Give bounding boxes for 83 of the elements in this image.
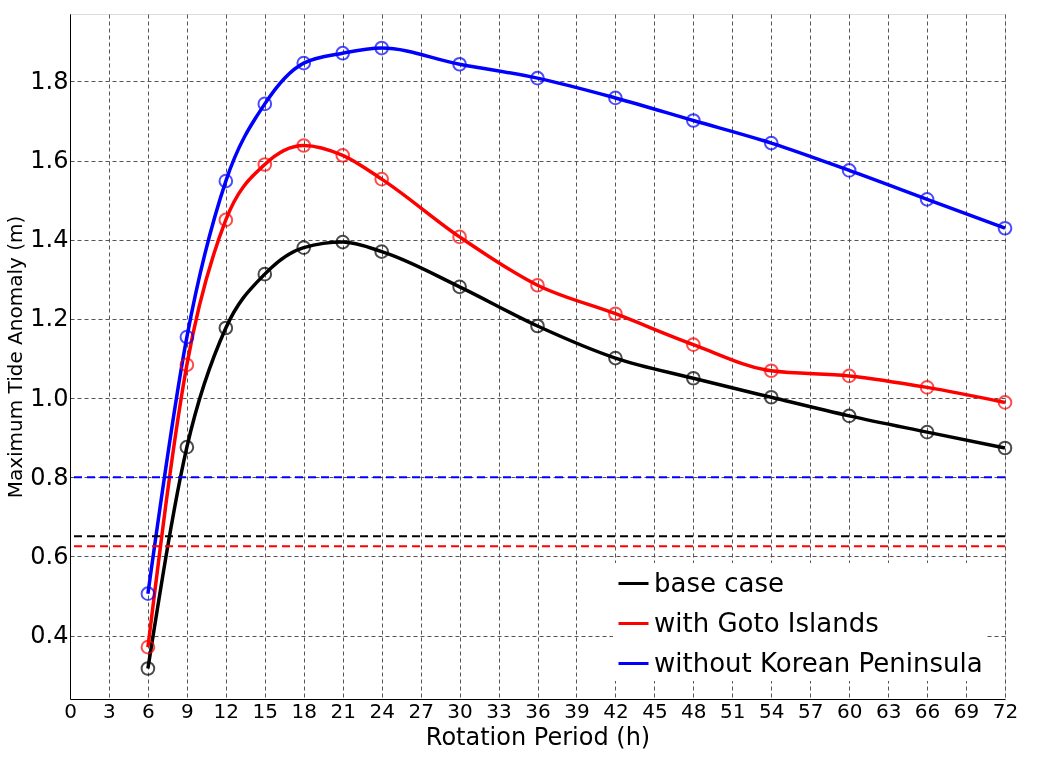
x-tick-label: 15 bbox=[252, 698, 279, 723]
point bbox=[335, 234, 351, 250]
point bbox=[997, 220, 1013, 236]
point bbox=[179, 439, 195, 455]
legend-label: with Goto Islands bbox=[654, 607, 879, 638]
y-tick-label: 1.6 bbox=[30, 146, 69, 174]
point bbox=[296, 55, 312, 71]
x-tick-label: 72 bbox=[992, 698, 1019, 723]
point bbox=[530, 277, 545, 293]
x-tick-label: 66 bbox=[914, 698, 941, 723]
point bbox=[763, 363, 779, 379]
y-tick-label: 1.8 bbox=[30, 66, 69, 95]
point bbox=[686, 337, 701, 352]
point bbox=[608, 306, 623, 322]
point bbox=[841, 163, 857, 178]
x-axis-title: Rotation Period (h) bbox=[425, 722, 651, 751]
point bbox=[763, 135, 779, 151]
point bbox=[179, 357, 195, 373]
point bbox=[452, 229, 467, 245]
point bbox=[257, 96, 273, 112]
y-tick-label: 0.4 bbox=[30, 621, 69, 650]
point bbox=[530, 70, 545, 86]
x-tick-label: 39 bbox=[564, 698, 590, 723]
x-tick-label: 3 bbox=[103, 698, 116, 723]
x-tick-label: 6 bbox=[142, 698, 155, 723]
x-tick-label: 60 bbox=[836, 698, 863, 723]
point bbox=[452, 279, 467, 295]
x-tick-label: 42 bbox=[603, 698, 629, 723]
y-tick-label: 0.8 bbox=[30, 462, 69, 491]
x-tick-label: 36 bbox=[525, 698, 551, 723]
point bbox=[257, 157, 273, 172]
x-tick-label: 9 bbox=[181, 698, 194, 723]
x-tick-label: 51 bbox=[720, 698, 746, 723]
y-tick-label: 1.2 bbox=[30, 304, 69, 333]
point bbox=[997, 440, 1013, 456]
point bbox=[608, 350, 623, 366]
point bbox=[179, 329, 195, 345]
point bbox=[608, 90, 623, 106]
y-tick-label: 1.0 bbox=[30, 383, 69, 412]
point bbox=[686, 113, 701, 128]
x-tick-label: 33 bbox=[486, 698, 512, 723]
legend-label: without Korean Peninsula bbox=[654, 647, 983, 678]
point bbox=[919, 191, 935, 207]
x-tick-label: 21 bbox=[330, 698, 356, 723]
point bbox=[841, 408, 857, 424]
point bbox=[374, 244, 389, 259]
y-axis-title: Maximum Tide Anomaly (m) bbox=[3, 215, 28, 499]
point bbox=[257, 266, 273, 282]
point bbox=[140, 639, 156, 655]
point bbox=[296, 240, 312, 255]
legend-label: base case bbox=[654, 567, 785, 598]
point bbox=[919, 424, 935, 440]
point bbox=[374, 40, 389, 56]
point bbox=[218, 173, 234, 189]
point bbox=[218, 320, 234, 336]
point bbox=[374, 171, 389, 187]
y-tick-label: 1.4 bbox=[30, 225, 69, 254]
x-tick-label: 54 bbox=[759, 698, 785, 723]
x-tick-label: 57 bbox=[797, 698, 824, 723]
point bbox=[140, 661, 156, 676]
x-tick-label: 45 bbox=[642, 698, 668, 723]
point bbox=[218, 212, 234, 228]
x-tick-label: 63 bbox=[875, 698, 902, 723]
point bbox=[452, 56, 467, 72]
x-tick-label: 27 bbox=[408, 698, 434, 723]
point bbox=[997, 395, 1013, 410]
y-tick-label: 0.6 bbox=[30, 541, 69, 570]
x-tick-label: 0 bbox=[64, 698, 77, 723]
x-tick-label: 69 bbox=[953, 698, 980, 723]
x-tick-label: 24 bbox=[369, 698, 395, 723]
x-tick-label: 18 bbox=[291, 698, 317, 723]
point bbox=[530, 318, 545, 334]
point bbox=[296, 138, 312, 153]
point bbox=[140, 586, 156, 601]
point bbox=[919, 380, 935, 395]
x-tick-label: 30 bbox=[447, 698, 473, 723]
x-tick-label: 12 bbox=[213, 698, 240, 723]
point bbox=[335, 45, 351, 61]
x-tick-label: 48 bbox=[681, 698, 707, 723]
point bbox=[335, 148, 351, 163]
point bbox=[763, 389, 779, 405]
point bbox=[686, 370, 701, 386]
point bbox=[841, 368, 857, 384]
